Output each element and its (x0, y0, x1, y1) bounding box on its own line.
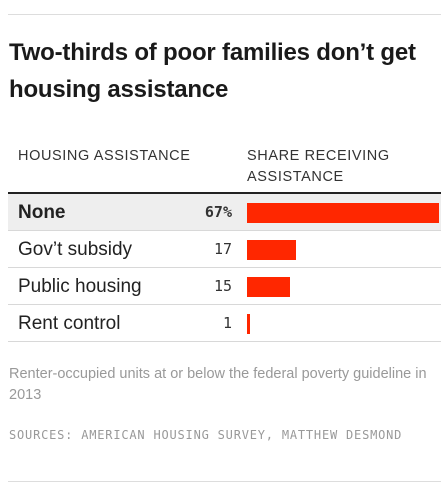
category-label: Public housing (18, 276, 142, 297)
bar (247, 277, 290, 297)
category-label: None (18, 202, 66, 223)
category-label: Gov’t subsidy (18, 239, 133, 260)
value-label: 67% (204, 203, 232, 221)
table-row: Gov’t subsidy 17 (8, 231, 441, 268)
chart-note: Renter-occupied units at or below the fe… (9, 366, 427, 403)
chart-title: Two-thirds of poor families don’t get ho… (9, 39, 416, 103)
bottom-rule (8, 481, 441, 482)
top-rule (8, 14, 441, 15)
value-label: 1 (222, 314, 232, 332)
value-label: 15 (213, 277, 232, 295)
table-row: Rent control 1 (8, 305, 441, 342)
header-rule (8, 192, 441, 194)
category-label: Rent control (18, 313, 121, 334)
column-header-housing-assistance: HOUSING ASSISTANCE (18, 148, 191, 164)
bar (247, 314, 250, 334)
table-row: Public housing 15 (8, 268, 441, 305)
table-row: None 67% (8, 194, 441, 231)
column-header-share: SHARE RECEIVING ASSISTANCE (247, 148, 390, 185)
value-label: 17 (213, 240, 232, 258)
chart-sources: SOURCES: AMERICAN HOUSING SURVEY, MATTHE… (9, 428, 403, 442)
bar (247, 240, 296, 260)
bar (247, 203, 439, 223)
